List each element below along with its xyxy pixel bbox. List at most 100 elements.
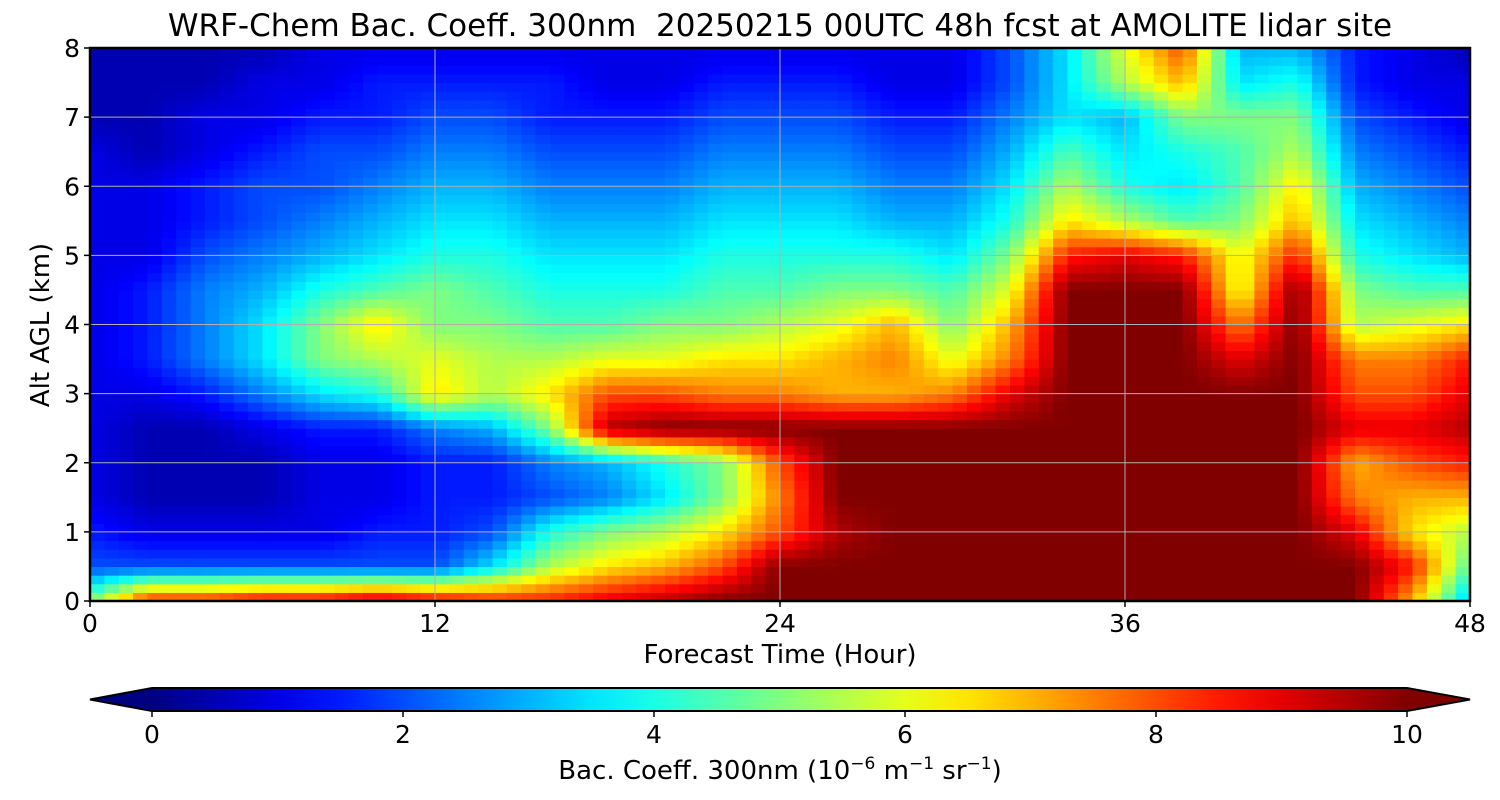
heatmap-cell [492, 333, 508, 343]
heatmap-cell [435, 592, 450, 601]
heatmap-cell [205, 471, 220, 481]
heatmap-cell [607, 315, 623, 326]
heatmap-cell [1010, 419, 1025, 429]
heatmap-cell [722, 246, 738, 256]
heatmap-cell [248, 566, 264, 576]
heatmap-cell [736, 246, 752, 256]
heatmap-cell [1038, 514, 1054, 524]
heatmap-cell [923, 341, 939, 352]
heatmap-cell [205, 583, 220, 593]
heatmap-cell [1369, 229, 1385, 239]
heatmap-cell [1254, 523, 1270, 533]
heatmap-cell [722, 333, 738, 343]
heatmap-cell [1268, 454, 1284, 464]
heatmap-cell [478, 592, 494, 601]
heatmap-cell [1412, 462, 1428, 472]
heatmap-cell [1225, 229, 1241, 239]
heatmap-cell [248, 376, 264, 386]
heatmap-cell [233, 436, 249, 447]
heatmap-cell [190, 194, 206, 205]
heatmap-cell [909, 514, 925, 524]
heatmap-cell [1024, 203, 1040, 213]
heatmap-cell [909, 186, 925, 196]
heatmap-cell [521, 575, 537, 585]
heatmap-cell [176, 298, 192, 308]
heatmap-cell [736, 497, 752, 507]
heatmap-cell [1283, 384, 1299, 395]
heatmap-cell [1240, 497, 1255, 507]
heatmap-cell [363, 583, 379, 593]
heatmap-cell [909, 384, 925, 395]
heatmap-cell [1153, 350, 1169, 360]
heatmap-cell [1268, 488, 1284, 498]
heatmap-cell [923, 281, 939, 291]
heatmap-cell [550, 462, 565, 472]
heatmap-cell [1383, 212, 1399, 222]
heatmap-cell [1355, 471, 1370, 481]
heatmap-cell [909, 298, 925, 308]
heatmap-cell [1139, 471, 1155, 481]
heatmap-cell [794, 445, 810, 455]
heatmap-cell [506, 229, 522, 239]
heatmap-cell [205, 186, 220, 196]
heatmap-cell [693, 384, 709, 395]
heatmap-cell [808, 402, 824, 412]
heatmap-cell [276, 307, 292, 317]
heatmap-cell [478, 212, 494, 222]
heatmap-cell [1168, 324, 1184, 334]
heatmap-cell [1053, 324, 1069, 334]
heatmap-cell [938, 428, 954, 438]
heatmap-cell [334, 402, 350, 412]
heatmap-cell [995, 160, 1011, 170]
heatmap-cell [995, 592, 1011, 601]
heatmap-cell [147, 480, 163, 490]
heatmap-cell [104, 575, 120, 585]
heatmap-cell [895, 168, 910, 179]
heatmap-cell [1067, 168, 1083, 179]
heatmap-cell [1369, 471, 1385, 481]
heatmap-cell [665, 592, 680, 601]
heatmap-cell [621, 514, 637, 524]
heatmap-cell [406, 281, 422, 291]
heatmap-cell [248, 160, 264, 170]
heatmap-cell [1139, 505, 1155, 516]
heatmap-cell [1182, 341, 1198, 352]
heatmap-cell [1369, 376, 1385, 386]
heatmap-cell [1283, 454, 1299, 464]
heatmap-cell [1340, 324, 1356, 334]
heatmap-cell [751, 186, 767, 196]
heatmap-cell [550, 540, 565, 550]
heatmap-cell [909, 566, 925, 576]
heatmap-cell [449, 359, 465, 369]
heatmap-cell [564, 177, 580, 187]
heatmap-cell [463, 376, 479, 386]
heatmap-cell [1110, 376, 1126, 386]
heatmap-cell [981, 272, 997, 282]
heatmap-cell [463, 583, 479, 593]
heatmap-cell [966, 531, 982, 542]
heatmap-cell [133, 428, 149, 438]
heatmap-cell [578, 454, 594, 464]
heatmap-cell [1153, 462, 1169, 472]
heatmap-cell [262, 350, 278, 360]
heatmap-cell [449, 514, 465, 524]
heatmap-cell [478, 566, 494, 576]
heatmap-cell [823, 255, 839, 265]
heatmap-cell [866, 384, 882, 395]
heatmap-cell [722, 359, 738, 369]
heatmap-cell [1283, 203, 1299, 213]
heatmap-cell [506, 454, 522, 464]
heatmap-cell [1168, 462, 1184, 472]
heatmap-cell [1053, 575, 1069, 585]
heatmap-cell [808, 255, 824, 265]
heatmap-cell [1196, 281, 1212, 291]
heatmap-cell [607, 238, 623, 248]
heatmap-cell [478, 557, 494, 568]
heatmap-cell [650, 514, 666, 524]
heatmap-cell [1010, 428, 1025, 438]
heatmap-cell [1024, 324, 1040, 334]
heatmap-cell [521, 497, 537, 507]
heatmap-cell [1369, 410, 1385, 421]
heatmap-cell [420, 194, 436, 205]
heatmap-cell [1196, 289, 1212, 300]
